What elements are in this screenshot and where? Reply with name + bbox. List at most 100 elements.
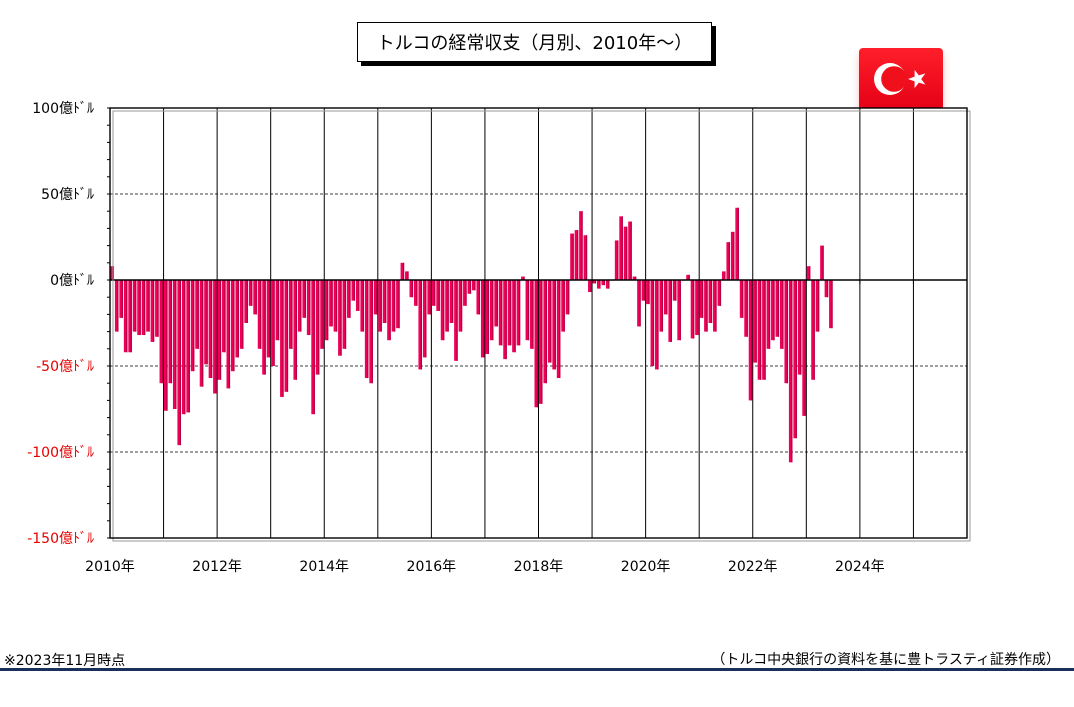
data-bar [164, 280, 168, 411]
data-bar-shade [617, 240, 619, 280]
data-bar [614, 240, 619, 280]
data-bar [525, 280, 530, 341]
data-bar-shade [746, 280, 748, 337]
data-bar [230, 280, 235, 372]
data-bar [672, 280, 677, 301]
data-bar-shade [456, 280, 458, 361]
data-bar-shade [795, 280, 797, 439]
data-bar [190, 280, 195, 372]
data-bar-shade [755, 280, 757, 363]
data-bar [458, 280, 463, 332]
data-bar [797, 280, 802, 375]
data-bar [351, 280, 356, 301]
data-bar [561, 280, 565, 332]
x-tick-label: 2016年 [407, 559, 457, 575]
data-bar [338, 280, 342, 356]
data-bar [476, 280, 481, 315]
data-bar-shade [563, 280, 565, 332]
data-bar [405, 271, 409, 280]
data-bar [114, 280, 119, 332]
data-bar-shade [492, 280, 494, 341]
data-bar-shade [532, 280, 534, 349]
data-bar [253, 280, 257, 315]
data-bar-shade [407, 271, 409, 280]
data-bar-shade [675, 280, 677, 301]
data-bar-shade [800, 280, 802, 375]
data-bar [123, 280, 128, 353]
data-bar-shade [818, 280, 820, 332]
data-bar-shade [309, 280, 311, 336]
data-bar [297, 280, 302, 332]
data-bar [507, 280, 512, 346]
data-bar [623, 226, 628, 280]
data-bar-shade [786, 280, 789, 384]
data-bar-shade [719, 280, 722, 306]
data-bar [181, 280, 186, 415]
data-bar-shade [130, 280, 132, 353]
data-bar [744, 280, 748, 337]
data-bar [306, 280, 311, 336]
data-bar [137, 280, 141, 336]
data-bar-shade [657, 280, 659, 370]
plot-frame-shadow [112, 110, 971, 542]
data-bar [793, 280, 797, 439]
data-bar [771, 280, 775, 341]
data-bar-shade [478, 280, 481, 315]
data-bar [699, 280, 704, 318]
data-bar [110, 266, 115, 280]
data-bar-shade [170, 280, 173, 384]
data-bar [271, 280, 275, 366]
y-tick-label: -100億ﾄﾞﾙ [27, 445, 94, 461]
data-bar-shade [514, 280, 516, 353]
data-bar-shade [831, 280, 833, 329]
data-bar-shade [184, 280, 186, 415]
data-bar [806, 266, 811, 280]
data-bar [820, 245, 824, 280]
data-bar [668, 280, 672, 342]
data-bar-shade [527, 280, 530, 341]
data-bar [583, 235, 588, 280]
data-bar-shade [166, 280, 168, 411]
data-bar [217, 280, 222, 380]
data-bar-shade [599, 280, 601, 289]
x-tick-label: 2010年 [85, 559, 135, 575]
data-bar-shade [215, 280, 217, 394]
data-bar [570, 233, 574, 280]
x-tick-label: 2024年 [835, 559, 885, 575]
data-bar-shade [295, 280, 298, 380]
data-bar [382, 280, 387, 323]
data-bar [239, 280, 244, 349]
data-bar [686, 274, 690, 280]
data-bar-shade [465, 280, 467, 306]
data-bar [342, 280, 347, 349]
data-bar [409, 280, 414, 298]
data-bar-shade [318, 280, 320, 375]
data-bar-shade [376, 280, 378, 315]
data-bar [637, 280, 641, 327]
data-bar-shade [621, 216, 623, 280]
data-bar [632, 276, 637, 280]
data-bar [498, 280, 503, 346]
data-bar-shade [594, 280, 597, 284]
x-tick-label: 2018年 [514, 559, 564, 575]
data-bar [713, 280, 717, 332]
data-bar-shade [822, 245, 824, 280]
data-bar-shade [742, 280, 744, 318]
data-bar-shade [661, 280, 664, 332]
source-note: （トルコ中央銀行の資料を基に豊トラスティ証券作成） [711, 652, 1060, 668]
data-bar [186, 280, 190, 413]
data-bar-shade [380, 280, 382, 332]
data-bar-shade [385, 280, 387, 323]
data-bar [141, 280, 146, 336]
data-bar-shade [764, 280, 766, 380]
x-tick-label: 2020年 [621, 559, 671, 575]
data-bar-shade [447, 280, 449, 332]
data-bar-shade [286, 280, 289, 392]
data-bar-shade [501, 280, 503, 346]
data-bar-shade [804, 280, 806, 416]
data-bar [150, 280, 155, 342]
data-bar [324, 280, 329, 341]
data-bar [195, 280, 199, 349]
data-bar-shade [117, 280, 119, 332]
y-tick-label: -150億ﾄﾞﾙ [27, 531, 94, 547]
